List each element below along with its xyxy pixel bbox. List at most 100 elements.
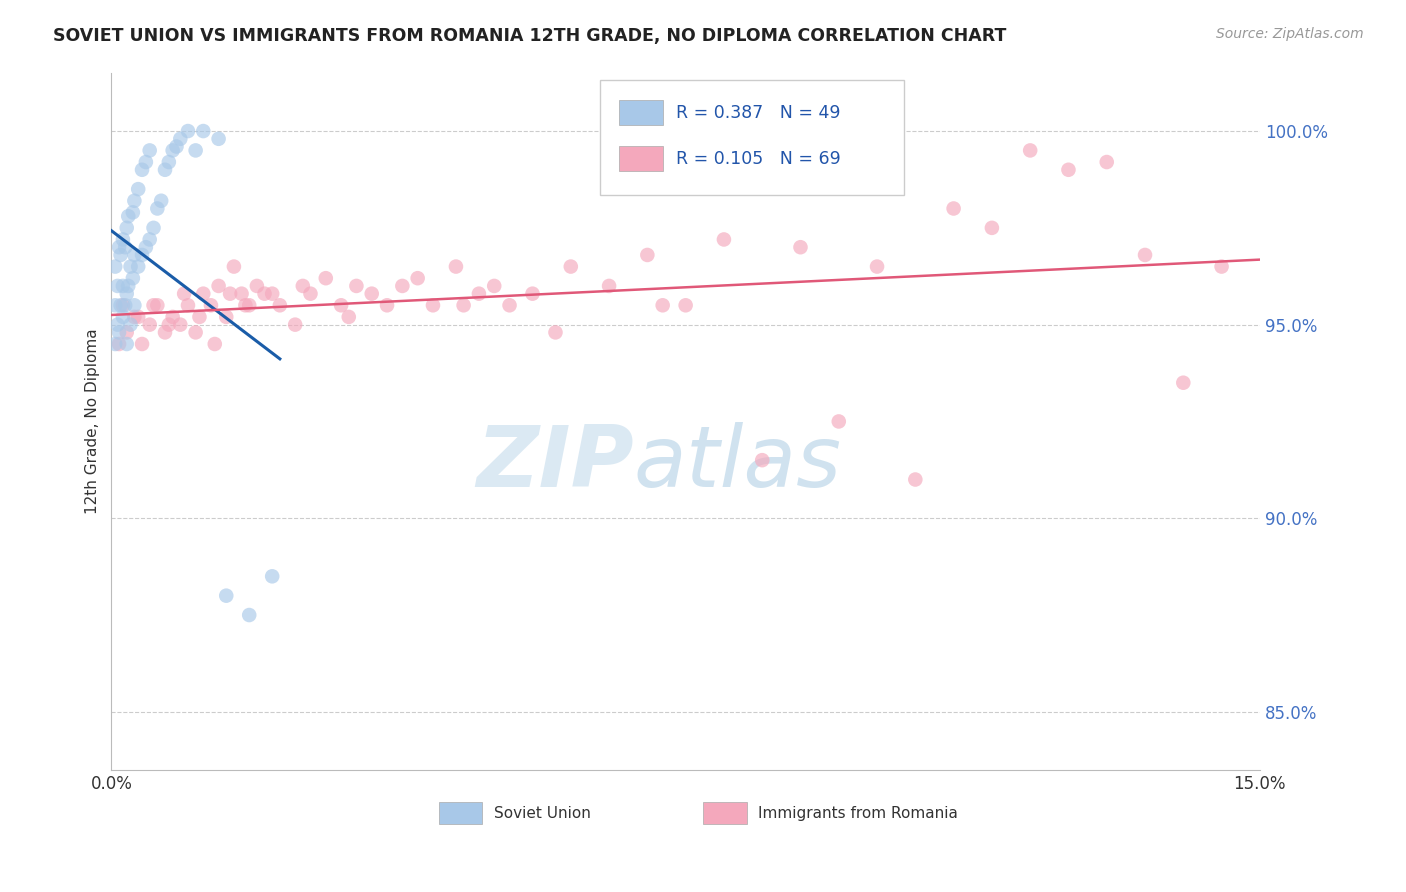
Point (124, 298, 146, 312)
Point (980, 220, 1002, 235)
Point (560, 260, 582, 274)
Point (315, 271, 337, 285)
Point (636, 248, 658, 262)
Point (391, 279, 413, 293)
Point (422, 298, 444, 312)
Point (200, 298, 222, 312)
Point (138, 318, 160, 332)
Point (127, 260, 149, 274)
Point (142, 298, 165, 312)
Point (344, 279, 367, 293)
Point (231, 286, 253, 301)
Point (751, 453, 773, 467)
Point (104, 337, 127, 351)
Point (115, 326, 138, 340)
Point (598, 279, 620, 293)
Point (219, 286, 242, 301)
Point (110, 298, 132, 312)
Point (253, 286, 276, 301)
Point (111, 298, 134, 312)
Point (111, 310, 134, 324)
Point (235, 298, 257, 312)
Point (120, 260, 142, 274)
Point (120, 318, 142, 332)
Point (117, 209, 139, 223)
Point (193, 286, 215, 301)
Point (522, 286, 544, 301)
Bar (703, 802, 747, 824)
Point (299, 286, 322, 301)
Point (177, 124, 200, 138)
Point (204, 337, 226, 351)
Text: ZIP: ZIP (477, 422, 634, 505)
Point (246, 279, 269, 293)
Point (444, 260, 467, 274)
Point (222, 260, 245, 274)
Point (789, 240, 811, 254)
Point (146, 298, 169, 312)
Point (107, 318, 129, 332)
Text: Source: ZipAtlas.com: Source: ZipAtlas.com (1216, 27, 1364, 41)
Point (146, 202, 169, 216)
Point (942, 202, 965, 216)
Point (104, 260, 127, 274)
Point (157, 318, 180, 332)
Point (117, 279, 139, 293)
Point (375, 298, 398, 312)
Point (713, 232, 735, 246)
Point (215, 589, 238, 603)
Point (453, 298, 475, 312)
Text: R = 0.105   N = 69: R = 0.105 N = 69 (676, 150, 841, 168)
Point (360, 286, 382, 301)
Point (1019, 144, 1042, 158)
Point (169, 318, 191, 332)
Point (468, 286, 491, 301)
Text: R = 0.387   N = 49: R = 0.387 N = 49 (676, 103, 841, 121)
Point (115, 337, 138, 351)
Point (1057, 162, 1080, 177)
Point (166, 139, 188, 153)
Point (131, 162, 153, 177)
Point (114, 298, 136, 312)
Point (406, 271, 429, 285)
Point (651, 298, 673, 312)
Point (131, 337, 153, 351)
Y-axis label: 12th Grade, No Diploma: 12th Grade, No Diploma (86, 328, 100, 515)
Point (162, 310, 184, 324)
Point (153, 162, 176, 177)
Point (135, 240, 157, 254)
Point (110, 248, 132, 262)
Point (262, 569, 284, 583)
Point (184, 144, 207, 158)
FancyBboxPatch shape (599, 80, 904, 195)
Point (498, 298, 520, 312)
Point (269, 298, 291, 312)
Point (107, 279, 129, 293)
Point (115, 220, 138, 235)
Point (904, 473, 927, 487)
Point (111, 279, 134, 293)
Point (675, 298, 697, 312)
Point (193, 124, 215, 138)
Point (177, 298, 200, 312)
Point (108, 337, 131, 351)
Point (1173, 376, 1195, 390)
Point (127, 310, 149, 324)
Point (1211, 260, 1233, 274)
Point (104, 298, 127, 312)
Bar (619, 100, 662, 125)
Point (337, 310, 360, 324)
Point (262, 286, 284, 301)
Point (173, 286, 195, 301)
Point (131, 248, 153, 262)
Point (544, 326, 567, 340)
Bar (439, 802, 482, 824)
Point (162, 144, 184, 158)
Point (291, 279, 314, 293)
Point (108, 326, 131, 340)
Point (142, 220, 165, 235)
Point (169, 132, 191, 146)
Text: Immigrants from Romania: Immigrants from Romania (758, 805, 957, 821)
Point (184, 326, 207, 340)
Point (121, 271, 143, 285)
